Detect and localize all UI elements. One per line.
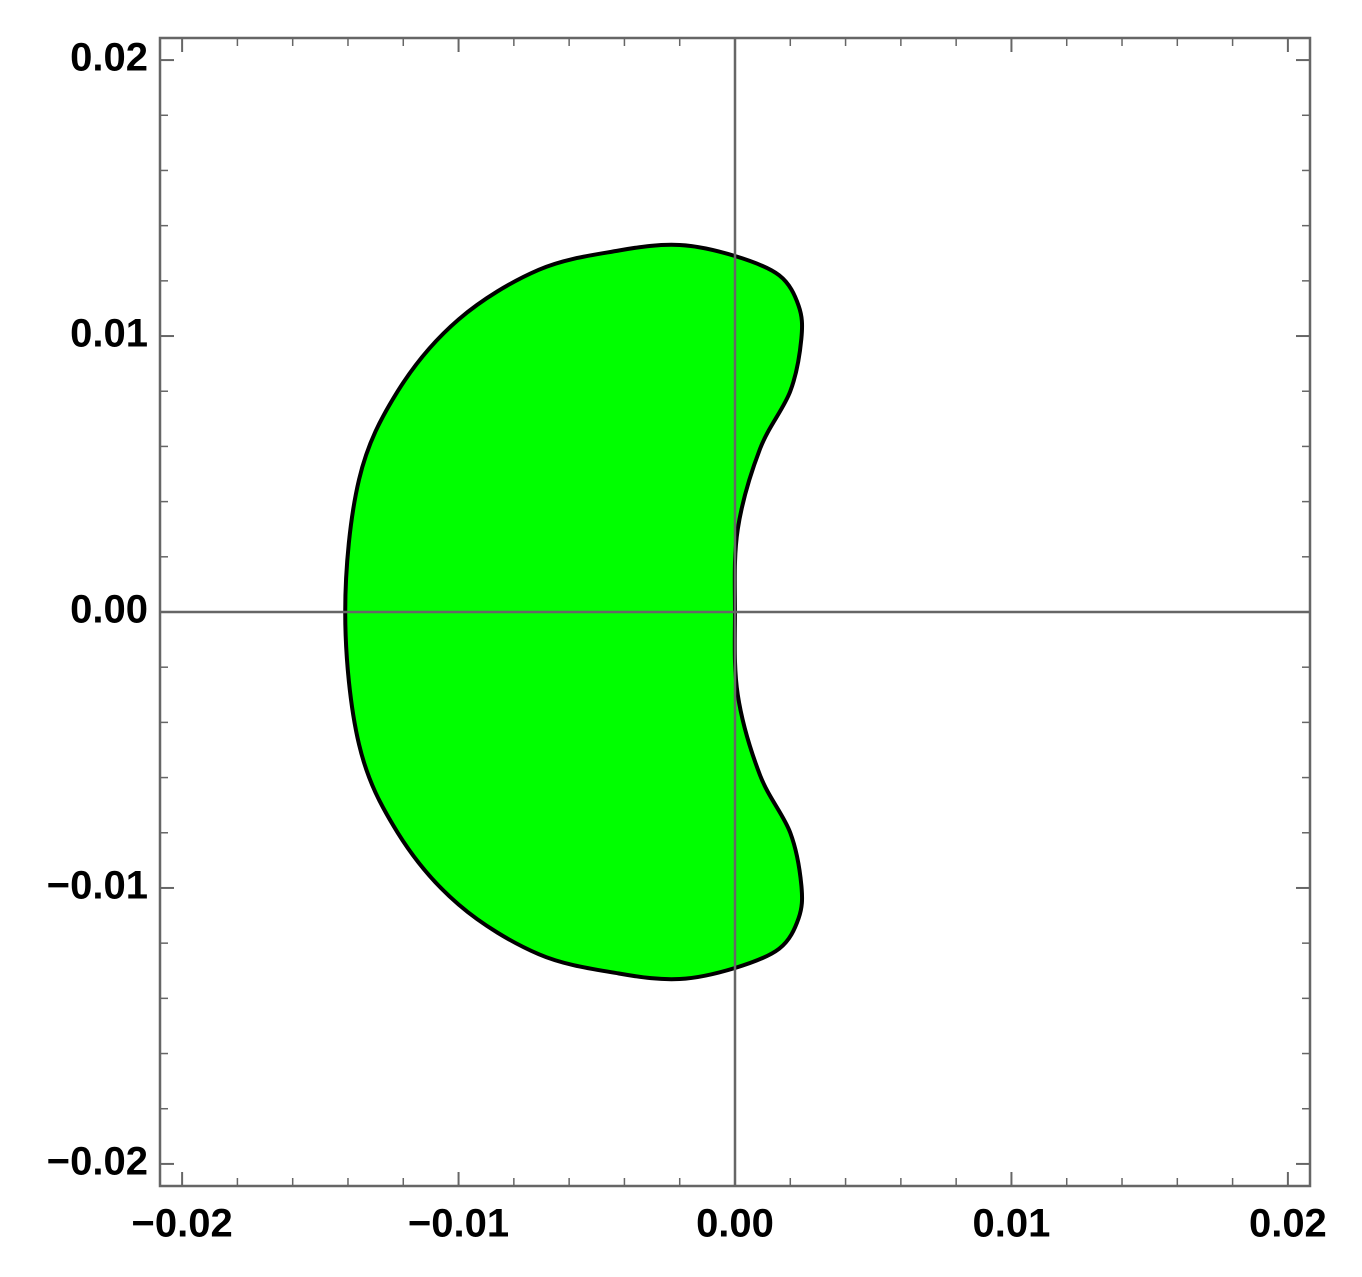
y-tick-label: 0.01 [70,312,148,356]
x-tick-label: −0.01 [408,1202,509,1246]
y-tick-label: 0.02 [70,36,148,80]
x-tick-label: 0.01 [973,1202,1051,1246]
x-tick-label: 0.00 [696,1202,774,1246]
y-tick-label: −0.02 [47,1139,148,1183]
y-tick-label: −0.01 [47,864,148,908]
y-tick-label: 0.00 [70,588,148,632]
x-tick-label: 0.02 [1249,1202,1327,1246]
x-tick-label: −0.02 [132,1202,233,1246]
